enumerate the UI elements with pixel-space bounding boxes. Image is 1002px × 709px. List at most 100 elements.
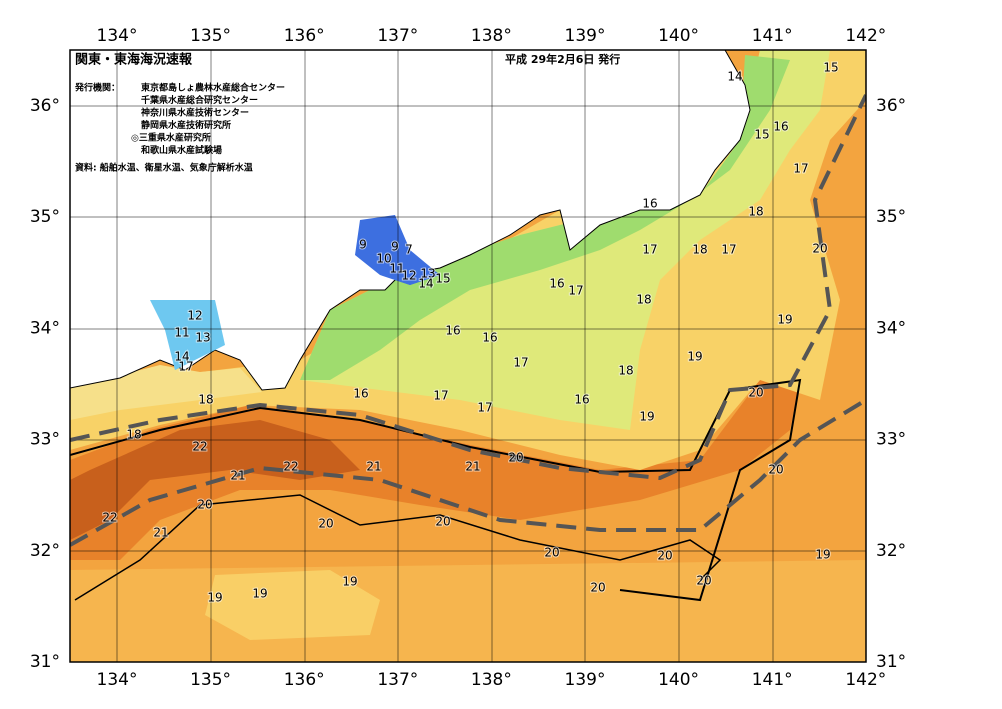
contour-label: 16 [445,324,460,338]
latitude-label: 36° [876,96,906,116]
longitude-label: 138° [471,670,512,690]
contour-label: 18 [636,293,651,307]
kuroshio-south-edge [70,398,866,547]
contour-label: 16 [574,393,589,407]
latitude-label: 34° [876,318,906,338]
contour-label: 15 [435,272,450,286]
latitude-label: 31° [30,652,60,672]
contour-label: 11 [174,326,189,340]
contour-label: 7 [405,243,413,257]
contour-label: 14 [727,70,742,84]
contour-label: 20 [812,242,827,256]
cooler-south-water [70,560,866,662]
contour-label: 20 [748,386,763,400]
contour-label: 9 [359,238,367,252]
contour-label: 18 [692,243,707,257]
longitude-label: 140° [658,26,699,46]
longitude-label: 136° [284,670,325,690]
contour-label: 11 [389,262,404,276]
contour-label: 16 [642,197,657,211]
issuer: 千葉県水産総合研究センター [141,94,258,106]
contour-label: 20 [696,574,711,588]
contour-label: 19 [252,587,267,601]
latitude-label: 35° [30,207,60,227]
longitude-label: 137° [377,26,418,46]
latitude-label: 33° [30,430,60,450]
contour-label: 18 [748,205,763,219]
contour-label: 20 [590,581,605,595]
contour-label: 17 [642,243,657,257]
contour-label: 22 [102,511,117,525]
contour-label: 20 [197,498,212,512]
longitude-label: 135° [190,670,231,690]
contour-label: 13 [195,331,210,345]
issuer: 和歌山県水産試験場 [140,144,222,156]
latitude-label: 33° [876,430,906,450]
contour-label: 18 [618,364,633,378]
contour-label: 22 [192,440,207,454]
contour-label: 21 [230,469,245,483]
issuer: ◎三重県水産研究所 [131,132,211,144]
contour-label: 22 [283,460,298,474]
contour-label: 15 [754,128,769,142]
longitude-label: 141° [752,670,793,690]
contour-label: 17 [721,243,736,257]
map-frame [69,49,867,663]
contour-label: 19 [342,575,357,589]
contour-label: 12 [401,269,416,283]
longitude-label: 137° [377,670,418,690]
contour-label: 16 [773,120,788,134]
contour-label: 17 [433,389,448,403]
contour-label: 17 [793,162,808,176]
contour-label: 20 [318,517,333,531]
longitude-label: 139° [565,26,606,46]
contour-label: 17 [513,356,528,370]
longitude-label: 136° [284,26,325,46]
contour-label: 19 [777,313,792,327]
contour-label: 21 [465,460,480,474]
contour-label: 9 [391,240,399,254]
contour-label: 19 [815,548,830,562]
longitude-label: 140° [658,670,699,690]
osaka-bay-water [150,300,225,370]
contour-label: 16 [353,387,368,401]
grid [70,50,866,662]
contour-label: 14 [174,350,189,364]
contour-label: 19 [207,591,222,605]
contour-label: 20 [544,546,559,560]
contour-label: 20 [435,515,450,529]
contour-label: 19 [687,350,702,364]
issuer: 東京都島しょ農林水産総合センター [141,82,285,94]
warmest-water [70,420,360,540]
contour-label: 21 [153,526,168,540]
contour-label: 21 [366,460,381,474]
latitude-label: 36° [30,96,60,116]
contour-label: 15 [823,61,838,75]
latitude-label: 32° [30,541,60,561]
latitude-label: 32° [876,541,906,561]
longitude-label: 142° [845,670,886,690]
contour-label: 17 [178,360,193,374]
cold-coastal-water [300,55,790,380]
contour-label: 20 [508,451,523,465]
ise-bay-water [355,215,440,285]
contour-label: 20 [657,549,672,563]
longitude-label: 142° [845,26,886,46]
longitude-label: 139° [565,670,606,690]
contour-label: 13 [420,267,435,281]
contour-label: 18 [198,393,213,407]
contour-label: 18 [126,428,141,442]
title: 関東・東海海況速報 [75,52,193,68]
contour-label: 17 [477,401,492,415]
longitude-label: 141° [752,26,793,46]
contour-label: 19 [639,410,654,424]
longitude-label: 138° [471,26,512,46]
longitude-label: 135° [190,26,231,46]
latitude-label: 31° [876,652,906,672]
contour-label: 17 [568,284,583,298]
contour-label: 12 [187,309,202,323]
land [70,50,751,391]
cool-patch [205,570,380,640]
